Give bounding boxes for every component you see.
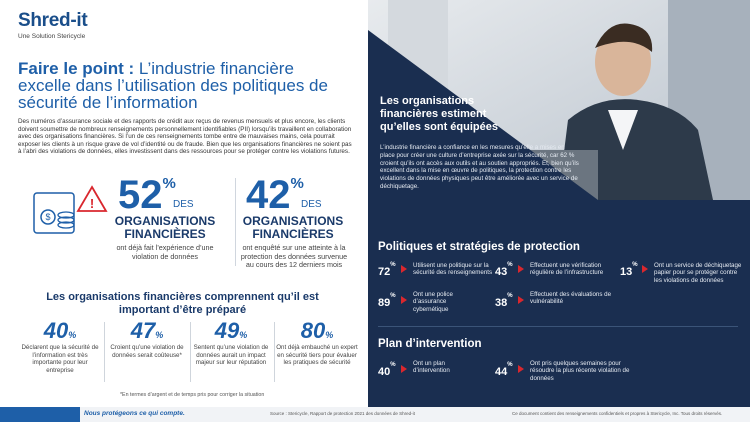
equipped-text: L’industrie financière a confiance en le…: [380, 144, 579, 190]
footer-bar: [0, 407, 750, 422]
policy-text: Effectuent des évaluations de vulnérabil…: [530, 291, 612, 306]
page-title-bold: Faire le point :: [18, 59, 135, 78]
prepared-value: 80: [300, 318, 326, 343]
section-divider: [378, 326, 738, 327]
item-divider: [274, 322, 275, 382]
policy-number: 38: [495, 297, 508, 309]
stat-desc: ont déjà fait l’expérience d’une violati…: [116, 243, 214, 261]
policy-text: Utilisent une politique sur la sécurité …: [413, 262, 493, 277]
arrow-icon: [518, 365, 524, 373]
prepared-item: 47% Croient qu’une violation de données …: [108, 318, 186, 359]
intro-paragraph: Des numéros d’assurance sociale et des r…: [18, 118, 352, 156]
percent-sign: %: [507, 293, 513, 299]
policy-number: 89: [378, 297, 391, 309]
prepared-desc: Sentent qu’une violation de données aura…: [193, 344, 269, 366]
arrow-icon: [401, 296, 407, 304]
stat-des: DES: [301, 199, 322, 210]
policy-text: Effectuent une vérification régulière de…: [530, 262, 604, 277]
footer-confidential: Ce document contient des renseignements …: [512, 411, 723, 416]
logo-tagline: Une Solution Stericycle: [18, 33, 86, 40]
percent-sign: %: [162, 175, 176, 192]
item-divider: [190, 322, 191, 382]
prepared-desc: Ont déjà embauché un expert en sécurité …: [276, 344, 358, 366]
stat-des: DES: [173, 199, 194, 210]
intervention-item: 40% Ont un plan d’intervention: [378, 360, 498, 380]
arrow-icon: [401, 265, 407, 273]
stat-value: 42: [246, 173, 291, 217]
stat-divider: [235, 178, 236, 266]
page-title-rest: L’industrie financière excelle dans l’ut…: [18, 59, 328, 112]
svg-text:!: !: [90, 196, 94, 211]
percent-sign: %: [390, 262, 396, 268]
percent-sign: %: [507, 362, 513, 368]
percent-sign: %: [507, 262, 513, 268]
intervention-text: Ont pris quelques semaines pour résoudre…: [530, 360, 630, 382]
intervention-number: 44: [495, 366, 508, 378]
policy-text: Ont une police d’assurance cybernétique: [413, 291, 453, 313]
logo-wordmark: Shred-it: [18, 10, 88, 31]
arrow-icon: [518, 265, 524, 273]
footer-tagline: Nous protégeons ce qui compte.: [84, 410, 185, 417]
intervention-title: Plan d’intervention: [378, 338, 482, 350]
policy-value: 72%: [378, 262, 396, 278]
intervention-item: 44% Ont pris quelques semaines pour réso…: [495, 360, 635, 382]
policy-number: 43: [495, 266, 508, 278]
item-divider: [104, 322, 105, 382]
stat-desc: ont enquêté sur une atteinte à la protec…: [240, 243, 348, 270]
prepared-value: 47: [130, 318, 156, 343]
money-warning-icon: $ !: [30, 183, 108, 243]
policy-number: 72: [378, 266, 391, 278]
prepared-item: 40% Déclarent que la sécurité de l’infor…: [20, 318, 100, 374]
brand-logo: Shred-it Une Solution Stericycle: [18, 10, 88, 40]
policy-item: 13% Ont un service de déchiquetage papie…: [620, 262, 745, 284]
prepared-title: Les organisations financières comprennen…: [46, 291, 319, 316]
footer-source: Source : Stericycle, Rapport de protecti…: [270, 411, 415, 416]
percent-sign: %: [325, 330, 334, 340]
equipped-title: Les organisations financières estiment q…: [380, 95, 498, 133]
policy-item: 72% Utilisent une politique sur la sécur…: [378, 262, 498, 280]
policy-item: 89% Ont une police d’assurance cybernéti…: [378, 291, 498, 313]
policy-number: 13: [620, 266, 633, 278]
percent-sign: %: [290, 175, 304, 192]
prepared-value: 49: [214, 318, 240, 343]
page-title: Faire le point : L’industrie financière …: [18, 60, 348, 111]
policies-title: Politiques et stratégies de protection: [378, 241, 580, 253]
stat-52: 52% DES: [118, 173, 194, 217]
footer-accent: [0, 407, 80, 422]
stat-label: ORGANISATIONS FINANCIÈRES: [242, 214, 344, 241]
policy-item: 43% Effectuent une vérification régulièr…: [495, 262, 615, 280]
percent-sign: %: [68, 330, 77, 340]
policy-item: 38% Effectuent des évaluations de vulnér…: [495, 291, 615, 311]
prepared-desc: Croient qu’une violation de données sera…: [110, 344, 184, 359]
arrow-icon: [518, 296, 524, 304]
intervention-number: 40: [378, 366, 391, 378]
arrow-icon: [642, 265, 648, 273]
arrow-icon: [401, 365, 407, 373]
svg-text:$: $: [45, 212, 50, 222]
percent-sign: %: [390, 293, 396, 299]
percent-sign: %: [155, 330, 164, 340]
percent-sign: %: [239, 330, 248, 340]
navy-panel: [368, 30, 750, 407]
stat-label: ORGANISATIONS FINANCIÈRES: [114, 214, 216, 241]
stat-value: 52: [118, 173, 163, 217]
policy-text: Ont un service de déchiquetage papier po…: [654, 262, 742, 284]
intervention-text: Ont un plan d’intervention: [413, 360, 450, 375]
percent-sign: %: [390, 362, 396, 368]
prepared-item: 49% Sentent qu’une violation de données …: [192, 318, 270, 367]
prepared-value: 40: [43, 318, 69, 343]
footnote: *En termes d’argent et de temps pris pou…: [120, 392, 265, 398]
prepared-desc: Déclarent que la sécurité de l’informati…: [21, 344, 99, 374]
prepared-item: 80% Ont déjà embauché un expert en sécur…: [276, 318, 358, 367]
percent-sign: %: [632, 262, 638, 268]
stat-42: 42% DES: [246, 173, 322, 217]
